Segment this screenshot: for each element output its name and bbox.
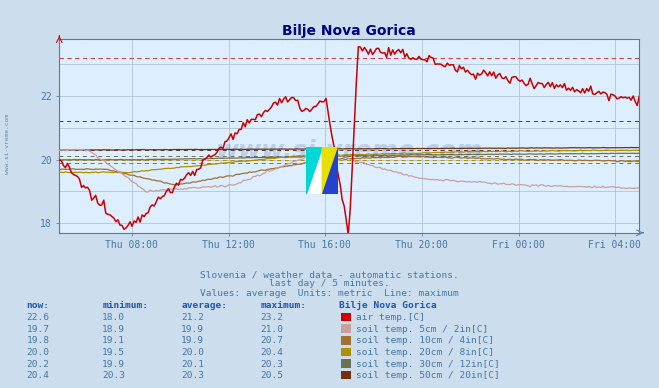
Text: 20.1: 20.1: [181, 360, 204, 369]
Text: www.si-vreme.com: www.si-vreme.com: [5, 114, 11, 173]
Text: 21.0: 21.0: [260, 325, 283, 334]
Text: now:: now:: [26, 301, 49, 310]
Text: 19.7: 19.7: [26, 325, 49, 334]
Text: 18.9: 18.9: [102, 325, 125, 334]
Text: 19.9: 19.9: [181, 336, 204, 345]
Text: soil temp. 20cm / 8in[C]: soil temp. 20cm / 8in[C]: [356, 348, 494, 357]
Text: 18.0: 18.0: [102, 313, 125, 322]
Text: soil temp. 5cm / 2in[C]: soil temp. 5cm / 2in[C]: [356, 325, 488, 334]
Text: 19.5: 19.5: [102, 348, 125, 357]
Text: soil temp. 50cm / 20in[C]: soil temp. 50cm / 20in[C]: [356, 371, 500, 380]
Text: 20.3: 20.3: [102, 371, 125, 380]
Text: www.si-vreme.com: www.si-vreme.com: [215, 139, 483, 163]
Text: 23.2: 23.2: [260, 313, 283, 322]
Text: maximum:: maximum:: [260, 301, 306, 310]
Text: 20.7: 20.7: [260, 336, 283, 345]
Text: 20.5: 20.5: [260, 371, 283, 380]
Text: 20.0: 20.0: [181, 348, 204, 357]
Text: Bilje Nova Gorica: Bilje Nova Gorica: [339, 301, 437, 310]
Text: 20.3: 20.3: [181, 371, 204, 380]
Text: 20.4: 20.4: [26, 371, 49, 380]
Title: Bilje Nova Gorica: Bilje Nova Gorica: [283, 24, 416, 38]
Text: soil temp. 30cm / 12in[C]: soil temp. 30cm / 12in[C]: [356, 360, 500, 369]
Text: minimum:: minimum:: [102, 301, 148, 310]
Text: 19.8: 19.8: [26, 336, 49, 345]
Text: Slovenia / weather data - automatic stations.: Slovenia / weather data - automatic stat…: [200, 270, 459, 279]
Text: last day / 5 minutes.: last day / 5 minutes.: [269, 279, 390, 288]
Polygon shape: [322, 147, 338, 194]
Text: 20.4: 20.4: [260, 348, 283, 357]
Text: 20.2: 20.2: [26, 360, 49, 369]
Polygon shape: [306, 147, 322, 194]
Text: 21.2: 21.2: [181, 313, 204, 322]
Text: average:: average:: [181, 301, 227, 310]
Text: 22.6: 22.6: [26, 313, 49, 322]
Text: 19.1: 19.1: [102, 336, 125, 345]
Text: 20.3: 20.3: [260, 360, 283, 369]
Text: 19.9: 19.9: [181, 325, 204, 334]
Text: 19.9: 19.9: [102, 360, 125, 369]
Polygon shape: [322, 147, 338, 194]
Text: soil temp. 10cm / 4in[C]: soil temp. 10cm / 4in[C]: [356, 336, 494, 345]
Text: 20.0: 20.0: [26, 348, 49, 357]
Text: Values: average  Units: metric  Line: maximum: Values: average Units: metric Line: maxi…: [200, 289, 459, 298]
Text: air temp.[C]: air temp.[C]: [356, 313, 425, 322]
